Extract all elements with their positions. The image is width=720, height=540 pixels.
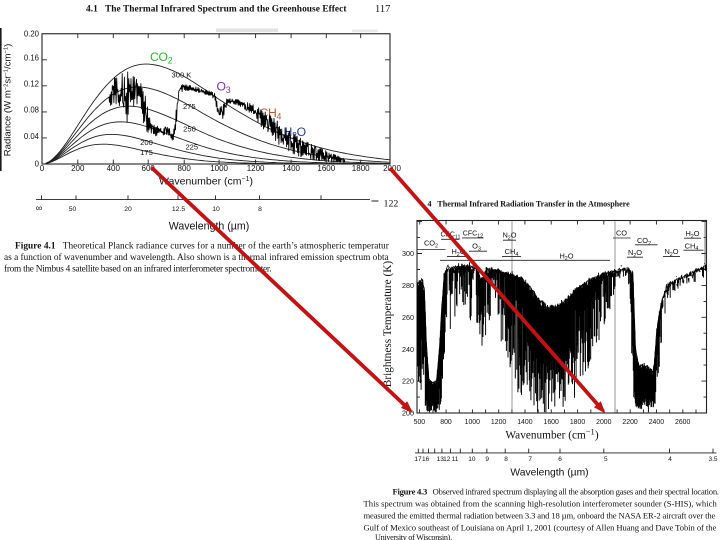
svg-text:10: 10	[212, 206, 220, 213]
svg-text:225: 225	[185, 143, 198, 152]
svg-text:280: 280	[402, 281, 414, 290]
svg-text:12: 12	[443, 456, 451, 463]
svg-text:2400: 2400	[649, 419, 664, 426]
svg-text:1600: 1600	[317, 164, 335, 173]
svg-text:Figure 4.1 Theoretical Planc: Figure 4.1 Theoretical Planck radiance c…	[15, 240, 397, 251]
svg-text:CO2: CO2	[150, 50, 173, 66]
svg-text:CO2: CO2	[637, 236, 651, 247]
svg-text:CH4: CH4	[505, 247, 519, 258]
svg-text:from the Nimbus 4 satellite ba: from the Nimbus 4 satellite based on an …	[4, 263, 271, 274]
svg-text:13: 13	[437, 456, 445, 463]
svg-text:800: 800	[178, 164, 192, 173]
svg-text:275: 275	[183, 102, 196, 111]
svg-text:400: 400	[107, 164, 121, 173]
svg-text:1800: 1800	[352, 164, 370, 173]
svg-text:0.08: 0.08	[24, 106, 39, 115]
svg-text:240: 240	[402, 345, 414, 354]
svg-text:Gulf of Mexico southeast of Lo: Gulf of Mexico southeast of Louisiana on…	[364, 522, 717, 532]
svg-text:1400: 1400	[282, 164, 300, 173]
svg-text:CFC12: CFC12	[463, 231, 483, 240]
svg-text:H2O: H2O	[685, 229, 699, 240]
svg-text:4.1 The Thermal Infrared Spe: 4.1 The Thermal Infrared Spectrum and th…	[86, 5, 347, 15]
svg-text:CO: CO	[616, 229, 627, 238]
svg-text:H2O: H2O	[559, 251, 573, 262]
svg-text:8: 8	[504, 456, 508, 463]
svg-text:1400: 1400	[517, 419, 532, 426]
svg-text:220: 220	[402, 377, 414, 386]
svg-text:measured the emitted thermal r: measured the emitted thermal radiation b…	[364, 510, 716, 520]
svg-text:4 Thermal Infrared Radiation: 4 Thermal Infrared Radiation Transfer in…	[428, 199, 631, 208]
svg-text:0.20: 0.20	[24, 30, 40, 39]
svg-text:12.5: 12.5	[172, 206, 185, 213]
svg-text:2600: 2600	[675, 419, 690, 426]
svg-text:as a function of wavenumber an: as a function of wavenumber and waveleng…	[4, 252, 405, 263]
svg-text:1600: 1600	[544, 419, 559, 426]
svg-text:8: 8	[258, 206, 262, 213]
svg-text:5: 5	[604, 456, 608, 463]
svg-text:800: 800	[440, 419, 452, 426]
svg-text:Wavelength (µm): Wavelength (µm)	[169, 221, 249, 233]
svg-text:3.5: 3.5	[708, 456, 717, 463]
svg-text:N2O: N2O	[628, 248, 642, 259]
svg-text:16: 16	[422, 456, 430, 463]
svg-text:Wavenumber (cm−1): Wavenumber (cm−1)	[505, 426, 598, 441]
svg-text:1000: 1000	[210, 164, 228, 173]
svg-text:260: 260	[402, 313, 414, 322]
svg-text:This spectrum was obtained fro: This spectrum was obtained from the scan…	[364, 498, 718, 508]
svg-text:Radiance (W m−2sr−1/cm−1): Radiance (W m−2sr−1/cm−1)	[3, 44, 14, 157]
svg-text:250: 250	[183, 124, 196, 133]
svg-text:2200: 2200	[622, 419, 637, 426]
svg-text:CO2: CO2	[424, 239, 438, 250]
svg-text:N2O: N2O	[502, 231, 516, 242]
svg-text:117: 117	[375, 4, 390, 15]
svg-text:1800: 1800	[570, 419, 585, 426]
svg-text:6: 6	[558, 456, 562, 463]
svg-text:0.12: 0.12	[24, 80, 39, 89]
svg-text:200: 200	[71, 164, 85, 173]
svg-text:0.04: 0.04	[24, 132, 40, 141]
svg-text:10: 10	[468, 456, 476, 463]
svg-text:∞: ∞	[36, 203, 43, 214]
svg-text:Figure 4.3 Observed infrared: Figure 4.3 Observed infrared spectrum di…	[393, 486, 719, 496]
svg-text:175: 175	[140, 148, 153, 157]
svg-text:N2O: N2O	[664, 247, 678, 258]
svg-text:University of Wisconsin).: University of Wisconsin).	[375, 533, 452, 540]
svg-text:Wavelength (µm): Wavelength (µm)	[510, 468, 588, 479]
svg-text:O3: O3	[472, 242, 481, 253]
svg-text:122: 122	[384, 198, 399, 209]
svg-text:0.16: 0.16	[24, 54, 39, 63]
svg-text:4: 4	[668, 456, 672, 463]
svg-text:2000: 2000	[596, 419, 611, 426]
svg-text:300: 300	[402, 249, 414, 258]
svg-text:0: 0	[40, 164, 45, 173]
svg-text:17: 17	[414, 456, 422, 463]
svg-text:1200: 1200	[247, 164, 265, 173]
svg-text:0: 0	[35, 160, 40, 169]
svg-text:20: 20	[124, 206, 132, 213]
svg-text:200: 200	[140, 138, 153, 147]
svg-text:1000: 1000	[465, 419, 480, 426]
svg-text:1200: 1200	[491, 419, 506, 426]
svg-text:7: 7	[528, 456, 532, 463]
svg-text:500: 500	[414, 419, 426, 426]
svg-text:600: 600	[142, 164, 156, 173]
svg-text:Wavenumber (cm−1): Wavenumber (cm−1)	[159, 176, 253, 188]
svg-text:9: 9	[485, 456, 489, 463]
svg-text:CH4: CH4	[685, 241, 699, 252]
svg-text:Brightness Temperature (K): Brightness Temperature (K)	[382, 261, 394, 388]
svg-text:11: 11	[452, 456, 459, 463]
svg-text:200: 200	[402, 409, 414, 418]
svg-text:50: 50	[69, 206, 77, 213]
